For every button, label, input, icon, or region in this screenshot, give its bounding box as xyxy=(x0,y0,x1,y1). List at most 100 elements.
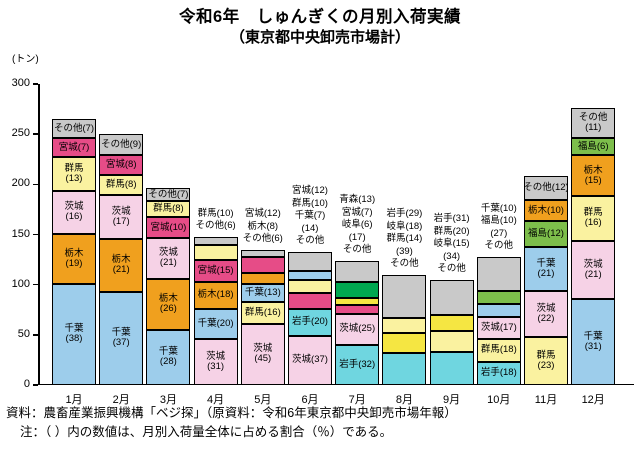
segment-label: 群馬 (13) xyxy=(64,163,84,185)
bar-segment-6月-群馬 xyxy=(288,279,332,293)
outside-label-7月-その他: その他 xyxy=(342,244,372,256)
bar-segment-1月-栃木: 栃木 (19) xyxy=(52,233,96,284)
outside-label-8月-その他: その他 xyxy=(390,258,419,270)
segment-label: 千葉 (38) xyxy=(64,323,84,345)
bar-segment-4月-その他 xyxy=(193,236,238,245)
bar-segment-11月-栃木: 栃木(10) xyxy=(524,200,568,222)
segment-label: 茨城(17) xyxy=(480,321,517,333)
segment-label: 群馬(16) xyxy=(583,207,603,229)
segment-label: 栃木(10) xyxy=(528,204,564,216)
bar-segment-4月-茨城: 茨城 (31) xyxy=(193,338,238,385)
bar-column-9月 xyxy=(429,279,474,385)
outside-label-6月-群馬: 群馬(10) xyxy=(292,197,328,209)
segment-label: 茨城 (22) xyxy=(536,302,556,324)
segment-label: 宮城(10) xyxy=(150,221,187,233)
chart-title-block: 令和6年 しゅんぎくの月別入荷実績 （東京都中央卸売市場計） xyxy=(0,6,640,49)
bar-column-6月: 茨城(37) 岩手(20) xyxy=(288,251,332,385)
bar-segment-5月-その他 xyxy=(240,249,285,257)
segment-label: 宮城(15) xyxy=(197,264,234,276)
segment-label: 千葉(20) xyxy=(197,317,234,329)
bar-column-3月: 千葉 (28) 栃木 (26) 茨城 (21) 宮城(10) 群馬(8) その他(7) xyxy=(146,188,191,385)
bar-segment-11月-群馬: 群馬 (23) xyxy=(524,336,568,385)
segment-label: 千葉 (21) xyxy=(536,257,556,279)
outside-label-10月-福島: 福島(10) xyxy=(480,215,517,227)
segment-label: 千葉 (37) xyxy=(111,327,131,349)
chart-plot-area: 300 250 200 150 100 50 0 千葉 (38) 栃木 (19) 茨城 (16) 群馬(… xyxy=(12,78,634,406)
segment-label: 茨城(37) xyxy=(292,354,328,366)
bar-segment-3月-茨城: 茨城 (21) xyxy=(146,237,191,279)
bar-segment-5月-群馬: 群馬(16) xyxy=(240,301,285,324)
bar-segment-11月-茨城: 茨城 (22) xyxy=(524,290,568,337)
bar-segment-2月-千葉: 千葉 (37) xyxy=(99,291,144,385)
bar-segment-9月-その他 xyxy=(429,279,474,315)
outside-label-6月-その他-value: (14) xyxy=(301,222,319,234)
bar-column-2月: 千葉 (37) 栃木 (21) 茨城 (17) 群馬(8) 宮城(8) その他(9) xyxy=(99,134,144,385)
segment-label: 宮城(7) xyxy=(58,141,90,153)
bar-segment-5月-千葉: 千葉(13) xyxy=(240,283,285,302)
outside-label-10月-その他: その他 xyxy=(484,240,514,252)
bar-segment-3月-その他: その他(7) xyxy=(146,188,191,202)
bar-segment-12月-茨城: 茨城 (21) xyxy=(571,240,616,299)
outside-label-7月-宮城: 宮城(7) xyxy=(341,206,373,218)
segment-label: 茨城(25) xyxy=(339,323,376,335)
y-tick-label-250: 250 xyxy=(11,127,30,140)
bar-column-1月: 千葉 (38) 栃木 (19) 茨城 (16) 群馬 (13) 宮城(7) その他(7) xyxy=(52,119,96,385)
y-axis-line xyxy=(38,84,40,385)
y-tick-0 xyxy=(33,384,38,386)
y-tick-200 xyxy=(33,183,38,186)
bar-segment-1月-茨城: 茨城 (16) xyxy=(52,191,96,234)
bar-segment-10月-茨城: 茨城(17) xyxy=(476,316,521,339)
page-title: 令和6年 しゅんぎくの月別入荷実績 xyxy=(178,8,461,26)
segment-label: 栃木 (21) xyxy=(111,254,131,276)
outside-label-9月-岐阜: 岐阜(15) xyxy=(433,238,470,250)
y-tick-label-300: 300 xyxy=(11,77,30,89)
x-axis-label-11月: 11月 xyxy=(534,394,558,406)
bar-segment-7月-岩手: 岩手(32) xyxy=(335,344,380,385)
bar-segment-3月-群馬: 群馬(8) xyxy=(146,201,191,218)
y-tick-label-50: 50 xyxy=(17,327,30,340)
bar-segment-12月-千葉: 千葉 (31) xyxy=(571,298,616,385)
bar-segment-3月-千葉: 千葉 (28) xyxy=(146,329,191,385)
bar-segment-4月-栃木: 栃木(18) xyxy=(193,281,238,309)
y-tick-300 xyxy=(33,83,38,85)
bar-segment-9月-群馬 xyxy=(429,330,474,352)
segment-label: 茨城 (31) xyxy=(206,350,226,372)
outside-label-4月-その他: その他(6) xyxy=(195,220,236,231)
segment-label: その他(12) xyxy=(524,182,568,194)
outside-label-8月-群馬: 群馬(14) xyxy=(386,233,423,245)
bar-segment-8月-群馬 xyxy=(382,317,427,333)
bar-column-7月: 岩手(32) 茨城(25) xyxy=(335,260,380,385)
outside-label-10月-その他-value: (27) xyxy=(490,227,508,239)
segment-label: その他(7) xyxy=(148,188,189,200)
outside-label-5月-宮城: 宮城(12) xyxy=(244,208,281,220)
page-subtitle: （東京都中央卸売市場計） xyxy=(229,29,410,47)
outside-label-8月-その他-value: (39) xyxy=(395,245,413,257)
bar-column-11月: 群馬 (23) 茨城 (22) 千葉 (21) 福島(12) 栃木(10) その他(12) xyxy=(524,176,568,385)
segment-label: 茨城 (16) xyxy=(64,201,84,223)
bar-segment-3月-宮城: 宮城(10) xyxy=(146,217,191,238)
x-axis-label-12月: 12月 xyxy=(581,394,605,406)
outside-label-5月-その他: その他(6) xyxy=(242,233,283,245)
x-axis-label-9月: 9月 xyxy=(443,394,461,406)
outside-label-5月-栃木: 栃木(8) xyxy=(247,220,279,232)
outside-label-6月-その他: その他 xyxy=(295,235,325,247)
segment-label: 茨城 (21) xyxy=(158,247,178,269)
segment-label: 岩手(32) xyxy=(339,358,376,370)
bar-segment-10月-福島 xyxy=(476,290,521,304)
bar-segment-11月-その他: その他(12) xyxy=(524,176,568,201)
segment-label: 群馬(18) xyxy=(480,344,517,356)
bar-segment-1月-千葉: 千葉 (38) xyxy=(52,283,96,385)
chart-notes: 資料：農畜産業振興機構「ベジ探」（原資料：令和6年東京都中央卸売市場年報） 注：… xyxy=(6,404,457,443)
outside-label-8月-岐阜: 岐阜(18) xyxy=(386,220,423,232)
segment-label: 栃木 (26) xyxy=(158,293,178,315)
bar-segment-11月-福島: 福島(12) xyxy=(524,221,568,247)
segment-label: 千葉(13) xyxy=(244,286,281,298)
bar-segment-1月-宮城: 宮城(7) xyxy=(52,138,96,158)
outside-label-7月-青森: 青森(13) xyxy=(339,194,376,206)
bar-segment-2月-群馬: 群馬(8) xyxy=(99,175,144,196)
source-note: 資料：農畜産業振興機構「ベジ探」（原資料：令和6年東京都中央卸売市場年報） xyxy=(6,406,457,420)
y-tick-label-0: 0 xyxy=(23,378,30,390)
bar-segment-2月-茨城: 茨城 (17) xyxy=(99,195,144,239)
bar-column-8月 xyxy=(382,274,427,385)
segment-label: 茨城(17) xyxy=(111,205,131,227)
